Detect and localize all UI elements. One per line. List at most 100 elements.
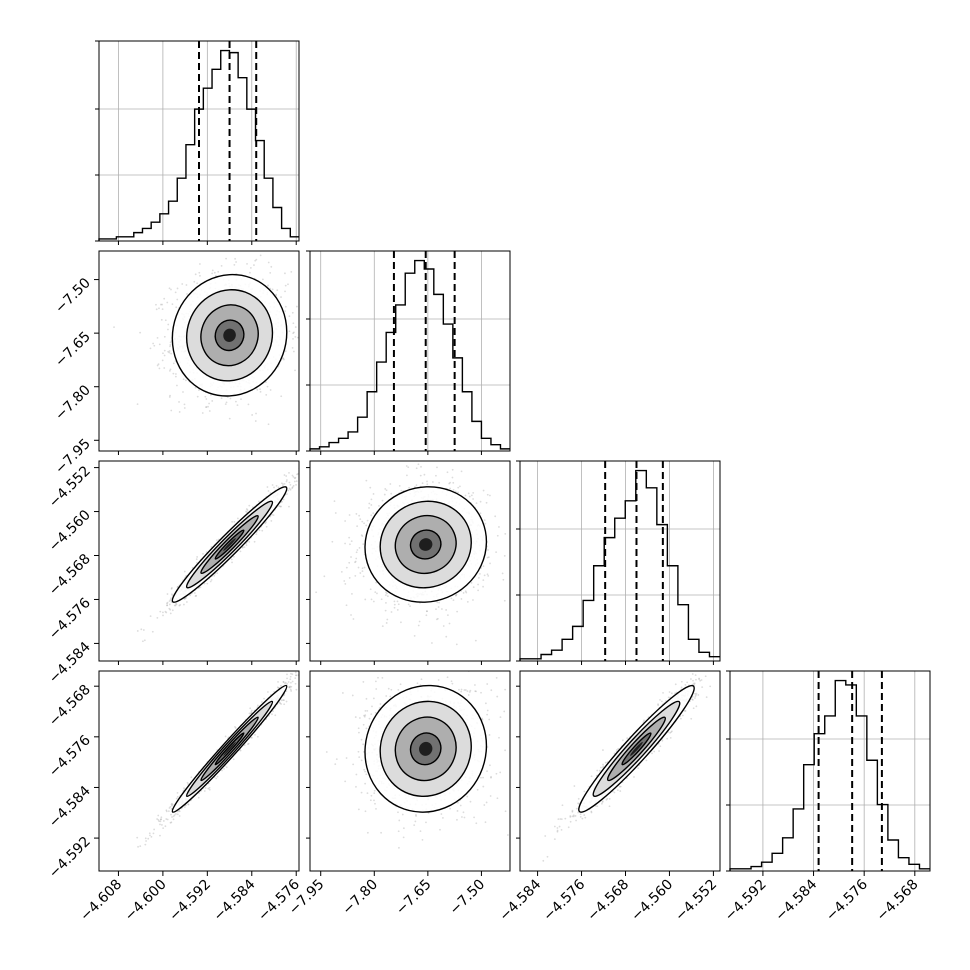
sample-point xyxy=(348,561,351,564)
sample-point xyxy=(369,486,372,489)
sample-point xyxy=(396,600,399,603)
sample-point xyxy=(355,513,358,515)
sample-point xyxy=(210,545,213,548)
sample-point xyxy=(195,594,198,597)
sample-point xyxy=(155,308,158,311)
sample-point xyxy=(233,263,236,266)
sample-point xyxy=(151,630,154,633)
sample-point xyxy=(334,512,337,514)
sample-point xyxy=(494,515,497,518)
sample-point xyxy=(167,328,169,331)
sample-point xyxy=(291,673,294,676)
sample-point xyxy=(251,414,254,416)
sample-point xyxy=(389,483,392,485)
sample-point xyxy=(296,473,298,476)
sample-point xyxy=(503,554,506,557)
contour-line-0 xyxy=(364,486,488,603)
sample-point xyxy=(376,592,378,595)
sample-point xyxy=(282,699,285,701)
sample-point xyxy=(166,593,169,595)
sample-point xyxy=(169,821,172,824)
sample-point xyxy=(355,557,358,560)
sample-point xyxy=(251,736,253,739)
sample-point xyxy=(331,540,334,543)
sample-point xyxy=(253,264,255,266)
sample-point xyxy=(165,810,168,813)
sample-point xyxy=(289,488,292,491)
sample-point xyxy=(259,390,262,393)
sample-point xyxy=(266,385,269,388)
sample-point xyxy=(486,573,489,576)
sample-point xyxy=(356,549,359,551)
sample-point xyxy=(247,743,249,746)
sample-point xyxy=(426,610,428,613)
sample-point xyxy=(168,350,171,352)
sample-point xyxy=(166,604,168,607)
sample-point xyxy=(431,481,434,483)
sample-point xyxy=(415,484,418,487)
sample-point xyxy=(408,486,410,489)
sample-point xyxy=(170,813,172,816)
sample-point xyxy=(274,714,277,717)
sample-point xyxy=(194,595,197,597)
sample-point xyxy=(438,481,441,484)
sample-point xyxy=(295,674,297,677)
contour-line-1 xyxy=(185,289,274,382)
sample-point xyxy=(482,579,485,581)
scatter-panel-3-0 xyxy=(98,670,300,872)
sample-point xyxy=(448,622,451,625)
sample-point xyxy=(184,804,187,807)
sample-point xyxy=(186,293,188,295)
sample-point xyxy=(163,354,166,357)
sample-point xyxy=(502,578,505,581)
sample-point xyxy=(254,733,256,736)
sample-point xyxy=(345,566,348,569)
sample-point xyxy=(413,634,416,637)
sample-point xyxy=(191,566,194,569)
sample-point xyxy=(145,840,147,842)
histogram-panel-0 xyxy=(95,40,300,242)
sample-point xyxy=(348,514,351,516)
sample-point xyxy=(479,512,482,515)
sample-point xyxy=(423,473,426,476)
sample-point xyxy=(223,767,225,770)
sample-point xyxy=(292,337,294,340)
sample-point xyxy=(295,305,298,308)
sample-point xyxy=(385,489,388,492)
sample-point xyxy=(183,403,186,406)
sample-point xyxy=(160,303,162,306)
sample-point xyxy=(162,352,164,355)
sample-point xyxy=(168,603,171,606)
sample-point xyxy=(345,604,348,607)
sample-point xyxy=(272,514,275,517)
density-layer xyxy=(113,254,316,426)
sample-point xyxy=(314,334,316,336)
sample-point xyxy=(442,625,445,627)
sample-point xyxy=(472,498,474,500)
sample-point xyxy=(172,815,175,818)
sample-point xyxy=(267,490,270,492)
sample-point xyxy=(195,558,198,561)
sample-point xyxy=(498,526,500,528)
sample-point xyxy=(199,274,201,277)
panel-frame xyxy=(98,460,300,662)
scatter-panel-1-0 xyxy=(98,250,316,452)
sample-point xyxy=(196,395,199,398)
sample-point xyxy=(209,394,212,396)
sample-point xyxy=(436,466,438,469)
sample-point xyxy=(171,803,174,806)
sample-point xyxy=(183,787,185,789)
sample-point xyxy=(182,391,184,393)
sample-point xyxy=(475,502,478,505)
sample-point xyxy=(277,681,279,683)
sample-point xyxy=(185,596,188,599)
sample-point xyxy=(291,346,294,349)
sample-point xyxy=(167,350,170,353)
sample-point xyxy=(354,561,356,564)
sample-point xyxy=(503,599,506,602)
sample-point xyxy=(489,562,491,565)
sample-point xyxy=(271,288,274,291)
sample-point xyxy=(162,614,164,617)
sample-point xyxy=(295,480,298,483)
sample-point xyxy=(164,610,167,613)
